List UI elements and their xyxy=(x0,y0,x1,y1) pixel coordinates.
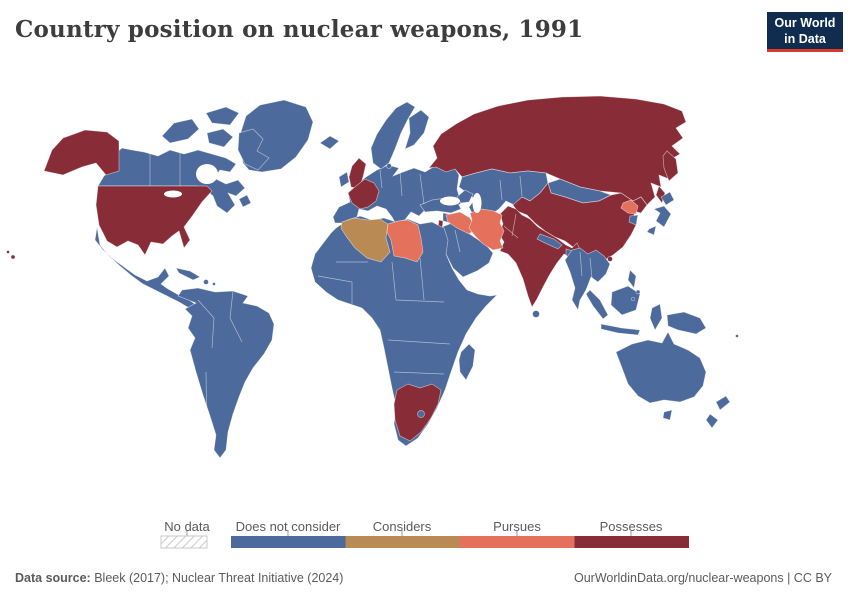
legend-swatch-considers[interactable] xyxy=(345,536,461,548)
map-region-nepal-bhutan[interactable] xyxy=(536,233,563,250)
legend-swatch-possesses[interactable] xyxy=(574,536,690,548)
map-region-hawaii[interactable] xyxy=(6,250,16,260)
data-source: Data source: Bleek (2017); Nuclear Threa… xyxy=(15,571,343,585)
map-region-south-america[interactable] xyxy=(177,287,275,459)
map-region-mexico-central-america[interactable] xyxy=(94,226,197,310)
map-region-iceland[interactable] xyxy=(319,135,340,150)
legend-label-considers[interactable]: Considers xyxy=(372,519,432,534)
map-region-kamchatka[interactable] xyxy=(662,150,679,182)
map-region-taiwan[interactable] xyxy=(607,256,613,262)
map-region-madagascar[interactable] xyxy=(458,343,476,381)
map-region-southeast-asia[interactable] xyxy=(564,247,611,311)
map-region-south-asia[interactable] xyxy=(498,205,582,308)
legend-label-no-data[interactable]: No data xyxy=(164,519,210,534)
map-region-algeria[interactable] xyxy=(340,217,391,263)
map-region-arctic-islands[interactable] xyxy=(161,106,270,171)
map-region-sri-lanka[interactable] xyxy=(532,310,540,318)
map-region-caribbean[interactable] xyxy=(175,267,216,286)
map-region-tasmania[interactable] xyxy=(662,409,673,421)
logo-line-2: in Data xyxy=(784,32,826,46)
data-source-label: Data source: xyxy=(15,571,91,585)
map-region-new-zealand[interactable] xyxy=(705,395,731,429)
map-region-iran[interactable] xyxy=(468,208,505,251)
map-region-japan[interactable] xyxy=(646,191,675,236)
map-region-south-korea[interactable] xyxy=(628,214,639,226)
legend-swatch-does-not-consider[interactable] xyxy=(231,536,346,548)
map-region-philippines[interactable] xyxy=(627,269,641,302)
map-region-caucasus[interactable] xyxy=(456,189,474,204)
map-region-africa[interactable] xyxy=(310,215,498,447)
map-region-lesotho[interactable] xyxy=(417,410,425,418)
map-region-australia[interactable] xyxy=(615,331,707,404)
map-region-alaska[interactable] xyxy=(43,129,120,176)
country-borders xyxy=(149,152,593,441)
legend-label-does-not-consider[interactable]: Does not consider xyxy=(235,519,341,534)
map-region-finland[interactable] xyxy=(404,109,430,150)
map-region-libya[interactable] xyxy=(386,219,424,263)
owid-logo[interactable]: Our World in Data xyxy=(767,12,843,52)
map-region-denmark[interactable] xyxy=(386,163,392,169)
map-region-ireland[interactable] xyxy=(338,171,350,188)
logo-line-1: Our World xyxy=(774,16,836,30)
map-region-fiji[interactable] xyxy=(735,334,739,338)
legend-label-possesses[interactable]: Possesses xyxy=(599,519,663,534)
map-region-newfoundland[interactable] xyxy=(238,194,252,208)
water-bodies xyxy=(164,149,482,213)
map-region-scandinavia[interactable] xyxy=(370,101,416,170)
map-region-indonesia[interactable] xyxy=(585,285,707,336)
chart-title: Country position on nuclear weapons, 199… xyxy=(15,16,584,43)
map-region-usa[interactable] xyxy=(95,185,213,256)
legend-swatch-no-data[interactable] xyxy=(160,535,208,549)
map-region-north-korea[interactable] xyxy=(620,199,639,215)
legend-swatch-pursues[interactable] xyxy=(460,536,575,548)
map-region-france[interactable] xyxy=(347,178,380,210)
data-source-text: Bleek (2017); Nuclear Threat Initiative … xyxy=(90,571,344,585)
footer-link[interactable]: OurWorldinData.org/nuclear-weapons | CC … xyxy=(574,571,832,585)
legend-label-pursues[interactable]: Pursues xyxy=(493,519,541,534)
